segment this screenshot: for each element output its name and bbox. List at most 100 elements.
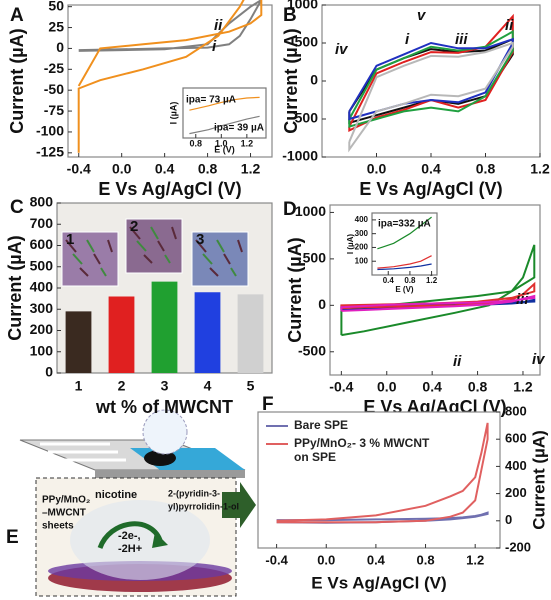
diagram-text: nicotine [95,489,137,501]
y2-tick-label: 0 [505,512,512,527]
fiber [79,267,89,277]
x-tick-label: 0.4 [421,161,441,177]
x-tick-label: 5 [247,378,255,394]
fiber [107,239,113,253]
x-tick-label: 0.4 [422,379,442,395]
legend-entry: PPy/MnO₂- 3 % MWCNT on SPE [266,436,456,464]
cv-curve [377,263,432,271]
x-tick-label: 4 [204,378,212,394]
fiber [237,239,243,253]
fiber [100,267,107,277]
panel-label: D [283,199,297,220]
plot-area [257,411,501,549]
fiber [150,226,159,240]
curve-label: ii [453,353,462,370]
panel-e-art [19,409,256,597]
curve-label: ii [214,17,223,34]
x-axis-title: wt % of MWCNT [95,397,233,417]
x-tick-label: 1.2 [241,161,261,177]
x-tick-label: 1.2 [426,276,438,285]
fiber [171,226,177,240]
y-tick-label: 800 [30,194,54,210]
fiber [195,239,207,253]
arrow-head [152,532,168,548]
x-tick-label: 0.0 [377,379,397,395]
fiber [209,267,219,277]
fiber [72,253,83,265]
diagram-text: -2e-, [118,530,141,542]
fiber [157,240,165,252]
y-tick-label: 1000 [287,0,318,12]
y2-tick-label: 600 [505,431,527,446]
x-tick-label: 0.0 [367,161,387,177]
annotation: ipa=332 µA [378,219,431,230]
annotation: ipa= 39 µA [214,123,264,134]
y-axis-title: I (µA) [346,234,355,254]
y-tick-label: -1000 [282,148,318,164]
legend-swatch [266,425,288,427]
x-tick-label: 0.8 [416,552,434,567]
bar [65,311,92,373]
x-tick-label: 0.8 [476,161,496,177]
panel-label: B [283,5,297,26]
legend: Bare SPE PPy/MnO₂- 3 % MWCNT on SPE [266,418,456,464]
legend: Bare SPE PPy/MnO₂- 3 % MWCNT on SPE [266,418,456,464]
cv-curve [348,29,514,128]
cv-curve [276,422,489,524]
cv-curve [340,294,536,312]
y-tick-label: 200 [30,321,54,337]
x-tick-label: 0.4 [383,276,395,285]
y-tick-label: -500 [290,110,318,126]
panel-label: E [6,527,19,548]
x-tick-label: -0.4 [67,161,91,177]
panel-label: A [10,5,24,26]
x-tick-label: -0.4 [265,552,288,567]
diagram-text: 2-(pyridin-3- [168,488,220,498]
y2-axis-title: Current (µA) [529,430,548,530]
cv-curve [348,41,514,153]
fiber [230,267,237,277]
diagram-text: sheets [42,521,74,532]
image-label: 1 [66,231,74,248]
substrate-edge [95,470,245,478]
y-tick-label: 0 [318,296,326,312]
y-tick-label: 25 [48,18,64,34]
y-tick-label: 300 [355,229,369,238]
fiber [86,239,95,253]
y-axis-title: Current (µA) [285,237,305,342]
fiber [143,254,153,264]
y-tick-label: 700 [30,215,54,231]
y-tick-label: 500 [303,250,327,266]
y2-tick-label: 400 [505,458,527,473]
curve-label: i [212,38,217,55]
cv-curve [78,0,263,52]
x-axis-title: E (V) [214,144,235,154]
x-tick-label: 1.0 [215,138,228,148]
x-tick-label: 3 [161,378,169,394]
fiber [65,239,77,253]
x-axis-title: E (V) [395,285,414,294]
legend-text: Bare SPE [294,418,349,432]
legend-entry: Bare SPE [266,418,456,432]
x-tick-label: 1.2 [530,161,550,177]
image-label: 3 [196,231,204,248]
cv-curve [77,0,263,153]
x-tick-label: 0.4 [155,161,175,177]
y-tick-label: 500 [295,34,319,50]
panel-arrow [222,482,256,528]
y-axis-title: Current (µA) [281,28,301,133]
x-axis-title: E Vs Ag/AgCl (V) [98,179,241,199]
cv-curve [377,216,432,250]
y-tick-label: -100 [36,123,64,139]
x-tick-label: 0.0 [112,161,132,177]
y-tick-label: 400 [30,279,54,295]
x-axis-title: E Vs Ag/AgCl (V) [311,573,446,592]
x-tick-label: 0.8 [404,276,416,285]
fiber [93,253,101,265]
curve-label: v [417,7,427,24]
y-tick-label: 0 [45,364,53,380]
y-tick-label: 200 [355,243,369,252]
y2-tick-label: 800 [505,403,527,418]
diagram-text: -2H+ [118,543,142,555]
